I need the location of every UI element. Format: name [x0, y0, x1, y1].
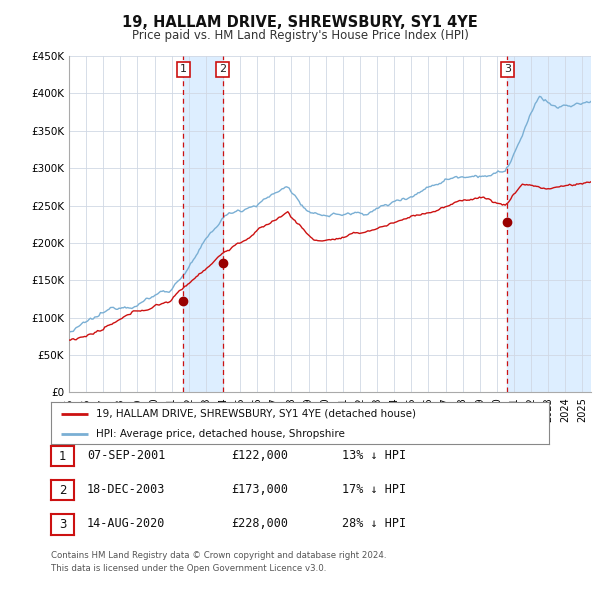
Text: 3: 3 — [504, 64, 511, 74]
Text: 14-AUG-2020: 14-AUG-2020 — [87, 517, 166, 530]
Text: 1: 1 — [59, 450, 66, 463]
Text: £122,000: £122,000 — [231, 449, 288, 462]
Text: 3: 3 — [59, 518, 66, 531]
Text: This data is licensed under the Open Government Licence v3.0.: This data is licensed under the Open Gov… — [51, 565, 326, 573]
Text: 07-SEP-2001: 07-SEP-2001 — [87, 449, 166, 462]
Text: £173,000: £173,000 — [231, 483, 288, 496]
Bar — [508, 56, 591, 392]
Text: Price paid vs. HM Land Registry's House Price Index (HPI): Price paid vs. HM Land Registry's House … — [131, 29, 469, 42]
Text: 2: 2 — [59, 484, 66, 497]
Text: 19, HALLAM DRIVE, SHREWSBURY, SY1 4YE (detached house): 19, HALLAM DRIVE, SHREWSBURY, SY1 4YE (d… — [96, 409, 416, 419]
Text: 18-DEC-2003: 18-DEC-2003 — [87, 483, 166, 496]
Text: 28% ↓ HPI: 28% ↓ HPI — [342, 517, 406, 530]
Bar — [184, 56, 223, 392]
Text: 1: 1 — [180, 64, 187, 74]
Text: 17% ↓ HPI: 17% ↓ HPI — [342, 483, 406, 496]
Text: £228,000: £228,000 — [231, 517, 288, 530]
Text: HPI: Average price, detached house, Shropshire: HPI: Average price, detached house, Shro… — [96, 429, 344, 438]
Text: 13% ↓ HPI: 13% ↓ HPI — [342, 449, 406, 462]
Text: 2: 2 — [219, 64, 226, 74]
Text: 19, HALLAM DRIVE, SHREWSBURY, SY1 4YE: 19, HALLAM DRIVE, SHREWSBURY, SY1 4YE — [122, 15, 478, 30]
Text: Contains HM Land Registry data © Crown copyright and database right 2024.: Contains HM Land Registry data © Crown c… — [51, 552, 386, 560]
